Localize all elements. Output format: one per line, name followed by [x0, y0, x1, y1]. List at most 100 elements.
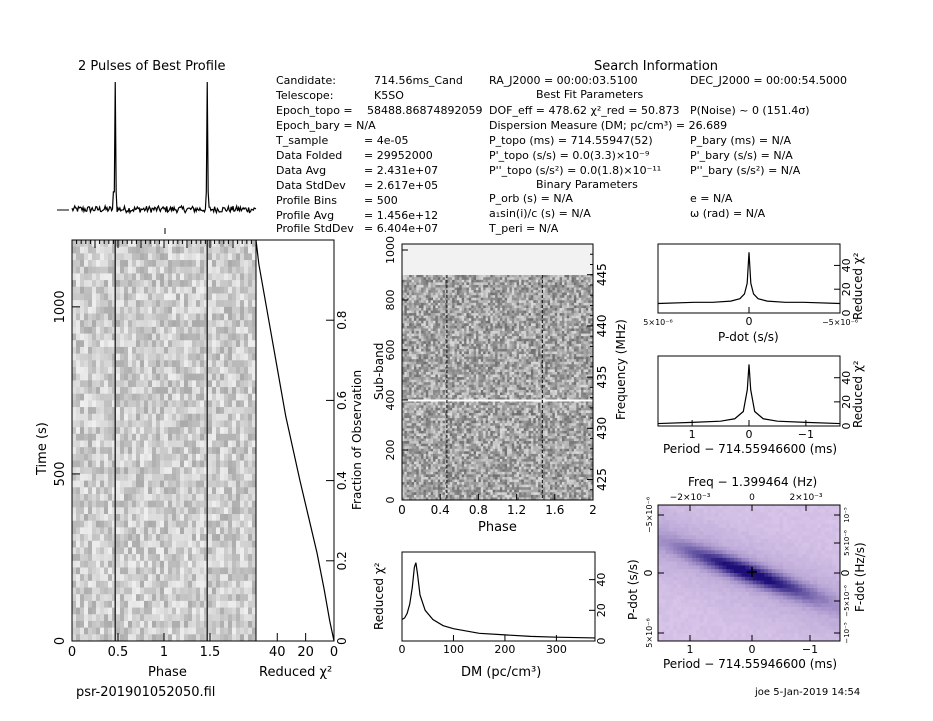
time-phase-cell: [252, 373, 257, 381]
time-phase-cell: [136, 447, 141, 455]
subband-cell: [559, 297, 563, 301]
time-phase-cell: [240, 547, 245, 555]
subband-cell: [406, 287, 410, 291]
subband-cell: [495, 282, 498, 286]
time-phase-cell: [176, 373, 181, 381]
time-phase-cell: [120, 560, 125, 568]
time-phase-cell: [180, 447, 185, 455]
time-phase-cell: [100, 333, 105, 341]
time-phase-cell: [72, 340, 77, 348]
time-phase-cell: [112, 594, 117, 602]
subband-cell: [430, 279, 434, 283]
time-phase-cell: [80, 413, 85, 421]
time-phase-cell: [116, 400, 121, 408]
time-phase-cell: [228, 393, 233, 401]
time-phase-cell: [236, 260, 241, 268]
time-phase-cell: [144, 393, 149, 401]
time-phase-cell: [164, 313, 169, 321]
time-phase-cell: [252, 313, 257, 321]
time-phase-cell: [192, 600, 197, 608]
time-phase-cell: [216, 627, 221, 635]
time-phase-cell: [192, 507, 197, 515]
time-phase-cell: [144, 400, 149, 408]
time-phase-cell: [216, 473, 221, 481]
subband-cell: [421, 284, 424, 288]
time-phase-cell: [76, 286, 81, 294]
time-phase-cell: [116, 326, 121, 334]
time-phase-cell: [136, 507, 141, 515]
time-phase-cell: [180, 333, 185, 341]
frequency-ylabel: Frequency (MHz): [614, 319, 628, 420]
time-phase-cell: [144, 306, 149, 314]
subband-cell: [499, 305, 503, 309]
time-phase-cell: [212, 387, 217, 395]
subband-cell: [406, 284, 410, 288]
subband-cell: [452, 308, 455, 311]
time-phase-cell: [120, 420, 125, 428]
time-phase-cell: [164, 387, 169, 395]
subband-cell: [521, 282, 525, 286]
time-phase-cell: [88, 407, 93, 415]
time-phase-cell: [76, 560, 81, 568]
time-phase-cell: [212, 520, 217, 528]
subband-cell: [581, 292, 584, 296]
subband-cell: [428, 300, 432, 304]
time-phase-cell: [132, 240, 137, 248]
subband-cell: [456, 305, 460, 309]
time-phase-cell: [120, 333, 125, 341]
subband-cell: [478, 292, 482, 296]
time-phase-cell: [72, 366, 77, 375]
subband-cell: [538, 295, 541, 299]
time-phase-cell: [112, 300, 117, 308]
time-phase-cell: [108, 507, 113, 515]
time-phase-cell: [88, 587, 93, 595]
time-phase-cell: [204, 627, 209, 635]
time-phase-cell: [236, 333, 241, 341]
subband-cell: [447, 282, 451, 286]
subband-cell: [473, 274, 477, 278]
time-phase-cell: [160, 380, 165, 388]
time-phase-cell: [236, 353, 241, 361]
subband-cell: [473, 277, 477, 281]
time-phase-cell: [160, 540, 165, 548]
time-phase-cell: [240, 514, 245, 522]
time-phase-cell: [172, 574, 177, 582]
time-phase-cell: [188, 507, 193, 515]
time-phase-cell: [148, 620, 153, 629]
subband-cell: [533, 284, 537, 288]
time-phase-cell: [148, 580, 153, 588]
subband-cell: [497, 279, 501, 283]
subband-cell: [440, 279, 443, 283]
time-phase-cell: [232, 333, 237, 341]
subband-cell: [413, 284, 417, 288]
time-phase-cell: [132, 607, 137, 615]
time-phase-cell: [204, 260, 209, 268]
time-phase-cell: [176, 313, 181, 321]
subband-cell: [454, 305, 458, 309]
subband-cell: [449, 302, 453, 306]
time-phase-cell: [88, 360, 93, 368]
subband-cell: [433, 279, 436, 283]
time-phase-cell: [204, 313, 209, 321]
subband-cell: [538, 279, 541, 283]
time-phase-cell: [116, 627, 121, 635]
subband-cell: [480, 295, 484, 299]
time-phase-cell: [72, 467, 77, 475]
time-phase-cell: [108, 620, 113, 629]
subband-cell: [550, 284, 553, 288]
time-phase-cell: [164, 493, 169, 502]
subband-cell: [466, 292, 470, 296]
subband-cell: [418, 277, 422, 281]
subband-cell: [545, 292, 549, 296]
time-phase-cell: [172, 366, 177, 375]
time-phase-cell: [88, 453, 93, 461]
subband-cell: [504, 302, 508, 306]
subband-cell: [507, 297, 510, 301]
time-phase-cell: [96, 380, 101, 388]
subband-cell: [440, 297, 443, 301]
subband-cell: [571, 290, 575, 294]
time-phase-cell: [84, 293, 89, 301]
time-phase-cell: [144, 567, 149, 575]
subband-cell: [578, 305, 582, 309]
subband-cell: [545, 290, 549, 294]
